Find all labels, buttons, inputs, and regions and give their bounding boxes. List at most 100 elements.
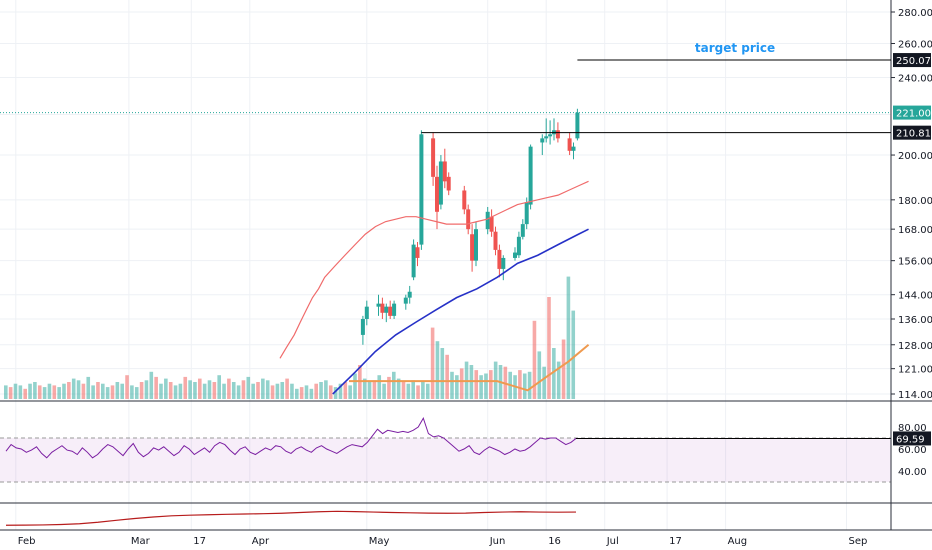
candle-body [489, 216, 494, 232]
volume-bar [115, 382, 120, 399]
volume-bar [33, 382, 37, 399]
volume-bar [207, 380, 212, 399]
volume-bar [47, 383, 52, 399]
volume-bar [416, 385, 420, 399]
volume-bar [134, 387, 139, 399]
candle-body [442, 161, 447, 182]
sma-red-line [279, 180, 589, 359]
price-tick-label: 168.00 [898, 225, 932, 236]
candle-body [431, 138, 436, 177]
volume-bar [275, 383, 280, 399]
candle-body [567, 138, 572, 151]
volume-bar [120, 383, 124, 399]
candle-body [462, 190, 467, 210]
candle-body [419, 134, 424, 245]
price-tick-label: 240.00 [898, 74, 932, 85]
volume-bar [280, 382, 285, 399]
price-tick-label: 280.00 [898, 8, 932, 19]
volume-bar [455, 375, 459, 399]
volume-bar [450, 371, 454, 399]
volume-bar [571, 310, 576, 399]
volume-bar [377, 375, 382, 399]
volume-bar [23, 388, 27, 399]
volume-bar [561, 339, 566, 399]
volume-bar [367, 382, 372, 399]
volume-bar [348, 385, 352, 399]
volume-bar [8, 387, 13, 399]
rsi-label-box [893, 431, 931, 446]
volume-ma-line [349, 343, 590, 392]
sma-blue-line [332, 228, 589, 395]
candle-body [544, 136, 549, 139]
volume-bar [168, 382, 173, 399]
volume-bar [290, 383, 294, 399]
volume-bar [328, 385, 333, 399]
target-price-annotation: target price [695, 41, 775, 55]
candle-body [384, 306, 389, 313]
volume-bar [57, 387, 61, 399]
time-tick-label: Jul [606, 536, 619, 547]
level-label-box [893, 125, 931, 140]
price-tick-label: 144.00 [898, 291, 932, 302]
volume-bar [459, 368, 464, 399]
candle-body [411, 244, 416, 278]
candle-body [548, 134, 553, 137]
price-tick-label: 128.00 [898, 341, 932, 352]
volume-bar [198, 378, 202, 399]
volume-bar [144, 380, 149, 399]
volume-bar [256, 382, 260, 399]
rsi-tick-label: 80.00 [898, 423, 927, 434]
volume-bar [396, 378, 401, 399]
volume-bar [164, 378, 168, 399]
volume-bar [435, 341, 440, 399]
candle-body [575, 112, 580, 139]
volume-bar [139, 382, 144, 399]
volume-bar [392, 371, 396, 399]
candle-body [364, 306, 369, 319]
candle-body [435, 176, 439, 212]
volume-bar [333, 387, 338, 399]
time-tick-label: 17 [669, 536, 682, 547]
volume-bar [343, 382, 348, 399]
volume-bar [566, 276, 571, 399]
candle-body [528, 146, 533, 205]
indicator-lines [279, 180, 590, 395]
volume-bar [314, 383, 318, 399]
lower-indicator-line [5, 510, 577, 526]
candle-body [380, 303, 385, 313]
volume-bar [222, 383, 226, 399]
volume-bar [246, 376, 251, 399]
time-tick-label: Jun [489, 536, 506, 547]
volume-bar [76, 380, 81, 399]
last-price-label: 221.00 [896, 109, 931, 120]
volume-bar [261, 378, 265, 399]
volume-bar [479, 375, 483, 399]
volume-bar [556, 361, 561, 399]
time-tick-label: Mar [131, 536, 151, 547]
volume-bar [71, 378, 76, 399]
candle-body [470, 234, 475, 261]
volume-bar [285, 378, 289, 399]
volume-bar [406, 383, 411, 399]
volume-bar [265, 380, 270, 399]
candle-body [497, 249, 502, 269]
volume-bar [236, 385, 241, 399]
volume-bar [295, 388, 299, 399]
volume-bar [231, 382, 236, 399]
candlesticks [360, 108, 580, 345]
volume-bar [353, 373, 357, 399]
volume-bar [101, 383, 105, 399]
price-tick-label: 200.00 [898, 151, 932, 162]
price-tick-label: 180.00 [898, 196, 932, 207]
time-tick-label: Aug [728, 536, 748, 547]
volume-bar [178, 383, 183, 399]
candle-body [466, 209, 471, 230]
candle-body [392, 303, 397, 316]
volume-bar [217, 375, 221, 399]
rsi-tick-label: 40.00 [898, 467, 927, 478]
volume-bar [304, 385, 309, 399]
volume-bar [67, 382, 71, 399]
volume-bar [4, 385, 8, 399]
level-label: 250.07 [896, 56, 931, 67]
